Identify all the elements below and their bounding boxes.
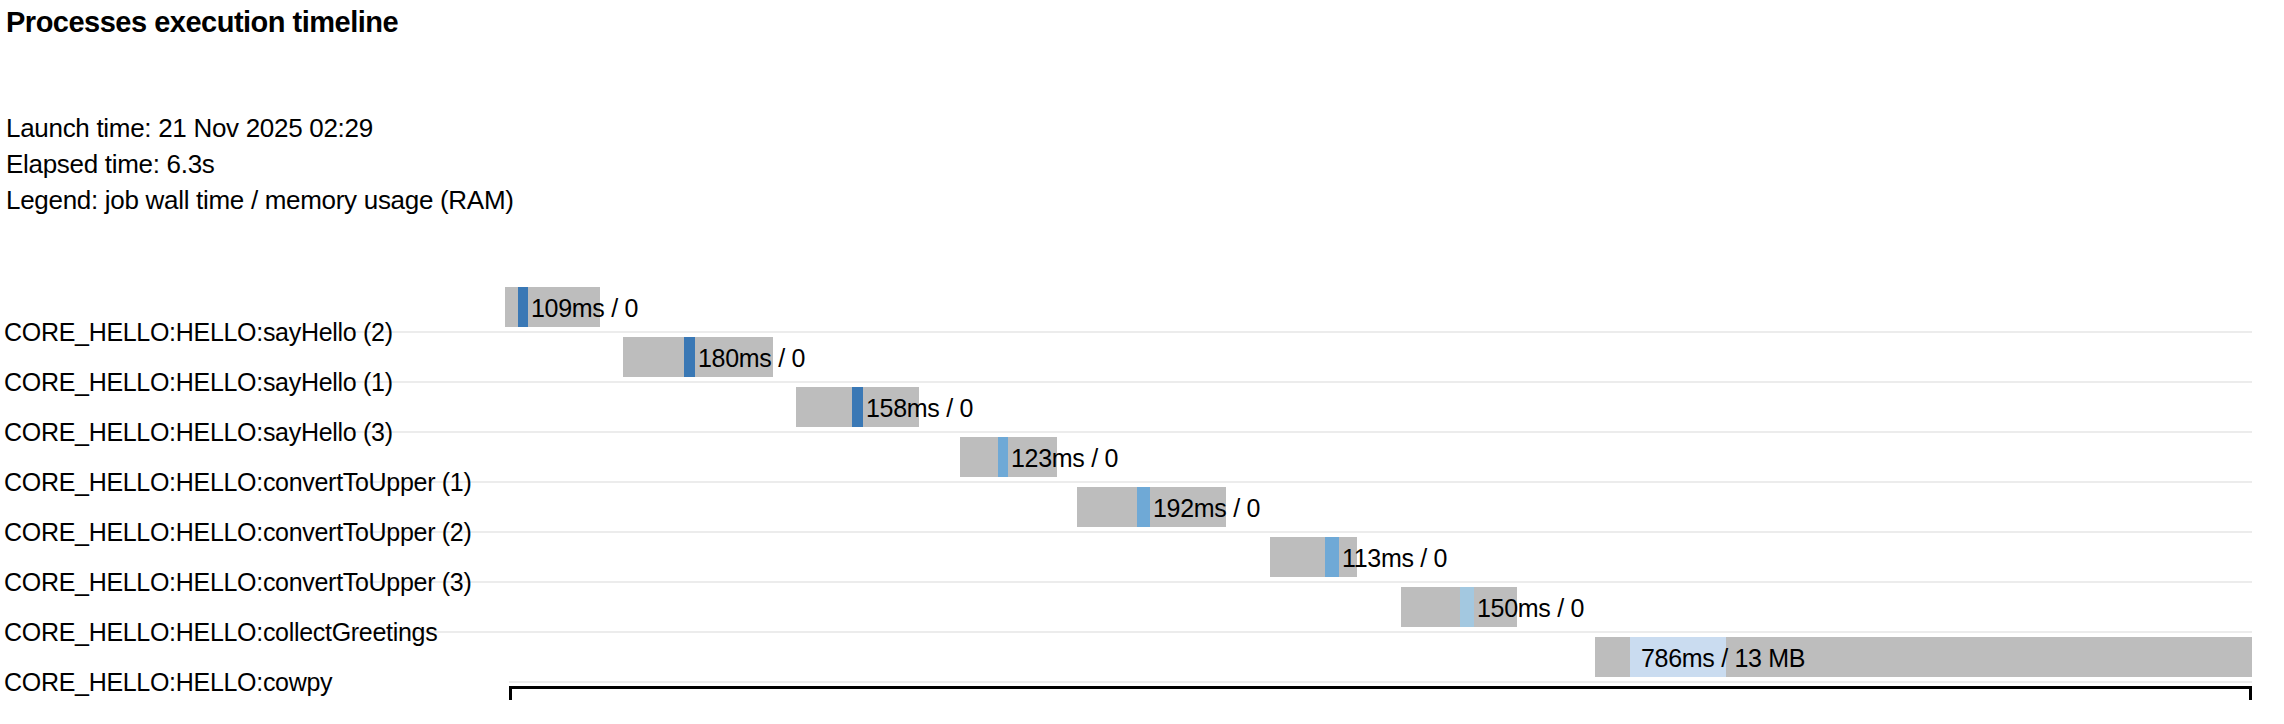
row-gridline bbox=[509, 681, 2252, 683]
task-run-segment bbox=[998, 437, 1008, 477]
task-run-segment bbox=[684, 337, 695, 377]
process-label: CORE_HELLO:HELLO:collectGreetings bbox=[4, 612, 437, 652]
process-label: CORE_HELLO:HELLO:sayHello (2) bbox=[4, 312, 393, 352]
process-label: CORE_HELLO:HELLO:sayHello (3) bbox=[4, 412, 393, 452]
row-gridline bbox=[348, 631, 2252, 633]
task-run-segment bbox=[1460, 587, 1474, 627]
task-bar-label: 786ms / 13 MB bbox=[1641, 637, 1805, 677]
row-gridline bbox=[348, 431, 2252, 433]
task-bar-label: 123ms / 0 bbox=[1011, 437, 1118, 477]
time-axis-tick-left bbox=[509, 686, 512, 700]
timeline-report-page: Processes execution timeline Launch time… bbox=[0, 0, 2284, 724]
task-bar-label: 113ms / 0 bbox=[1342, 537, 1447, 577]
task-bar-label: 180ms / 0 bbox=[698, 337, 805, 377]
process-label: CORE_HELLO:HELLO:sayHello (1) bbox=[4, 362, 393, 402]
task-run-segment bbox=[518, 287, 528, 327]
task-run-segment bbox=[852, 387, 863, 427]
process-label: CORE_HELLO:HELLO:convertToUpper (3) bbox=[4, 562, 471, 602]
process-label: CORE_HELLO:HELLO:cowpy bbox=[4, 662, 332, 702]
row-gridline bbox=[348, 481, 2252, 483]
task-bar-label: 109ms / 0 bbox=[531, 287, 638, 327]
time-axis-tick-right bbox=[2249, 686, 2252, 700]
row-gridline bbox=[348, 331, 2252, 333]
task-run-segment bbox=[1137, 487, 1150, 527]
task-bar-label: 192ms / 0 bbox=[1153, 487, 1260, 527]
process-label: CORE_HELLO:HELLO:convertToUpper (2) bbox=[4, 512, 471, 552]
task-run-segment bbox=[1325, 537, 1339, 577]
row-gridline bbox=[348, 381, 2252, 383]
row-gridline bbox=[348, 531, 2252, 533]
timeline-chart: CORE_HELLO:HELLO:sayHello (2) 109ms / 0 CO… bbox=[0, 0, 2284, 724]
task-bar-label: 158ms / 0 bbox=[866, 387, 973, 427]
process-label: CORE_HELLO:HELLO:convertToUpper (1) bbox=[4, 462, 471, 502]
row-gridline bbox=[348, 581, 2252, 583]
time-axis-line bbox=[509, 686, 2252, 689]
task-bar-label: 150ms / 0 bbox=[1477, 587, 1584, 627]
